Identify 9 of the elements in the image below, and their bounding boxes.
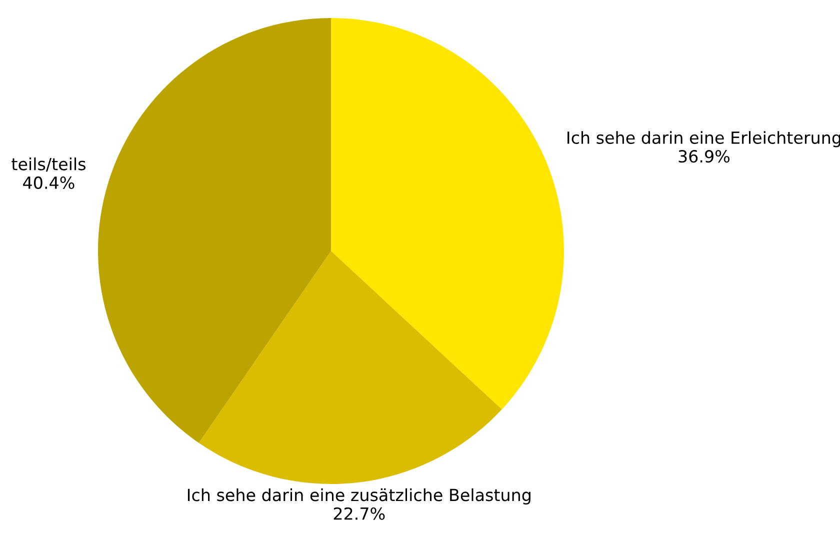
- slice-label: teils/teils: [12, 157, 86, 172]
- data-label: 36.9%: [678, 150, 730, 163]
- pie-slice: [331, 18, 564, 410]
- pie-slice: [198, 251, 502, 484]
- data-label: 40.4%: [23, 176, 74, 190]
- data-label: 22.7%: [334, 507, 385, 520]
- slice-label: Ich sehe darin eine Erleichterung: [568, 131, 840, 148]
- pie-slice: [98, 18, 331, 443]
- slice-label: Ich sehe darin eine zusätzliche Belastung: [188, 488, 530, 504]
